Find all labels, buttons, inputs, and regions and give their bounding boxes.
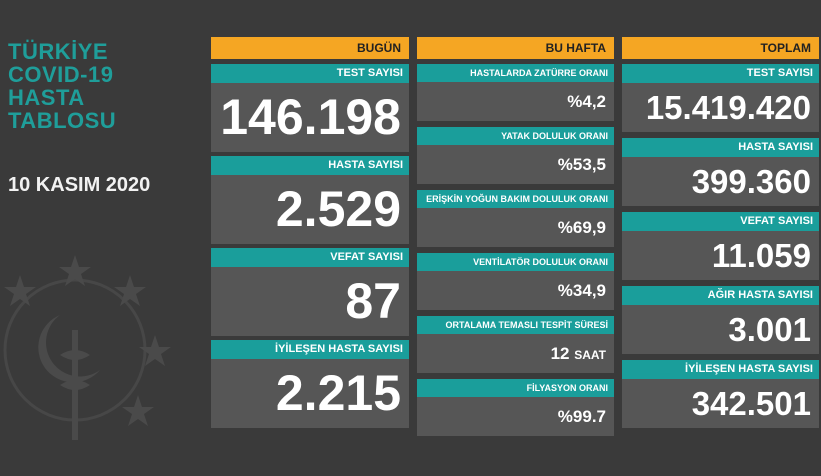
stat-label: AĞIR HASTA SAYISI	[622, 286, 819, 305]
stat-label: HASTA SAYISI	[622, 138, 819, 157]
stat-card-iyilesen: İYİLEŞEN HASTA SAYISI 2.215	[211, 340, 409, 428]
stat-value: %99.7	[417, 397, 614, 436]
stat-card-filyasyon: FİLYASYON ORANI %99.7	[417, 379, 614, 436]
stat-unit: SAAT	[574, 348, 606, 362]
stat-card-temasli: ORTALAMA TEMASLI TESPİT SÜRESİ 12 SAAT	[417, 316, 614, 373]
dashboard-title: TÜRKİYE COVID-19 HASTA TABLOSU	[8, 40, 116, 132]
stat-value: 146.198	[211, 83, 409, 152]
stat-card-vefat: VEFAT SAYISI 87	[211, 248, 409, 336]
stat-label: TEST SAYISI	[211, 64, 409, 83]
stat-value: 342.501	[622, 379, 819, 428]
title-line: TABLOSU	[8, 108, 117, 133]
report-date: 10 KASIM 2020	[8, 174, 151, 196]
stat-label: VEFAT SAYISI	[211, 248, 409, 267]
title-line: TÜRKİYE	[8, 39, 109, 64]
column-header: TOPLAM	[622, 37, 819, 59]
stat-card-agir-total: AĞIR HASTA SAYISI 3.001	[622, 286, 819, 354]
stat-value: 11.059	[622, 231, 819, 280]
stat-value: 2.529	[211, 175, 409, 244]
stat-value: 2.215	[211, 359, 409, 428]
stat-label: HASTALARDA ZATÜRRE ORANI	[417, 64, 614, 82]
stat-card-hasta-total: HASTA SAYISI 399.360	[622, 138, 819, 206]
column-bugun: BUGÜN TEST SAYISI 146.198 HASTA SAYISI 2…	[211, 37, 409, 432]
column-header: BU HAFTA	[417, 37, 614, 59]
stat-value: 399.360	[622, 157, 819, 206]
stat-value: 12 SAAT	[417, 334, 614, 373]
stat-value: %53,5	[417, 145, 614, 184]
stat-value: 87	[211, 267, 409, 336]
column-bu-hafta: BU HAFTA HASTALARDA ZATÜRRE ORANI %4,2 Y…	[417, 37, 614, 442]
stat-label: YATAK DOLULUK ORANI	[417, 127, 614, 145]
stat-label: TEST SAYISI	[622, 64, 819, 83]
stat-label: İYİLEŞEN HASTA SAYISI	[211, 340, 409, 359]
stat-value: %4,2	[417, 82, 614, 121]
ministry-of-health-emblem-icon	[3, 255, 171, 440]
stat-card-yogun-bakim: ERİŞKİN YOĞUN BAKIM DOLULUK ORANI %69,9	[417, 190, 614, 247]
stat-value: %34,9	[417, 271, 614, 310]
stat-label: HASTA SAYISI	[211, 156, 409, 175]
column-toplam: TOPLAM TEST SAYISI 15.419.420 HASTA SAYI…	[622, 37, 819, 434]
stat-value: 3.001	[622, 305, 819, 354]
stat-label: İYİLEŞEN HASTA SAYISI	[622, 360, 819, 379]
column-header: BUGÜN	[211, 37, 409, 59]
stat-card-vefat-total: VEFAT SAYISI 11.059	[622, 212, 819, 280]
stat-label: FİLYASYON ORANI	[417, 379, 614, 397]
stat-label: ORTALAMA TEMASLI TESPİT SÜRESİ	[417, 316, 614, 334]
stat-value: 15.419.420	[622, 83, 819, 132]
title-line: COVID-19	[8, 62, 114, 87]
stat-card-test: TEST SAYISI 146.198	[211, 64, 409, 152]
stat-number: 12	[550, 344, 570, 363]
stat-value: %69,9	[417, 208, 614, 247]
stat-card-ventilator: VENTİLATÖR DOLULUK ORANI %34,9	[417, 253, 614, 310]
stat-label: VEFAT SAYISI	[622, 212, 819, 231]
stat-card-hasta: HASTA SAYISI 2.529	[211, 156, 409, 244]
stat-card-yatak: YATAK DOLULUK ORANI %53,5	[417, 127, 614, 184]
stat-label: VENTİLATÖR DOLULUK ORANI	[417, 253, 614, 271]
title-line: HASTA	[8, 85, 85, 110]
stat-card-iyilesen-total: İYİLEŞEN HASTA SAYISI 342.501	[622, 360, 819, 428]
stat-card-test-total: TEST SAYISI 15.419.420	[622, 64, 819, 132]
stat-label: ERİŞKİN YOĞUN BAKIM DOLULUK ORANI	[417, 190, 614, 208]
stat-card-zaturre: HASTALARDA ZATÜRRE ORANI %4,2	[417, 64, 614, 121]
